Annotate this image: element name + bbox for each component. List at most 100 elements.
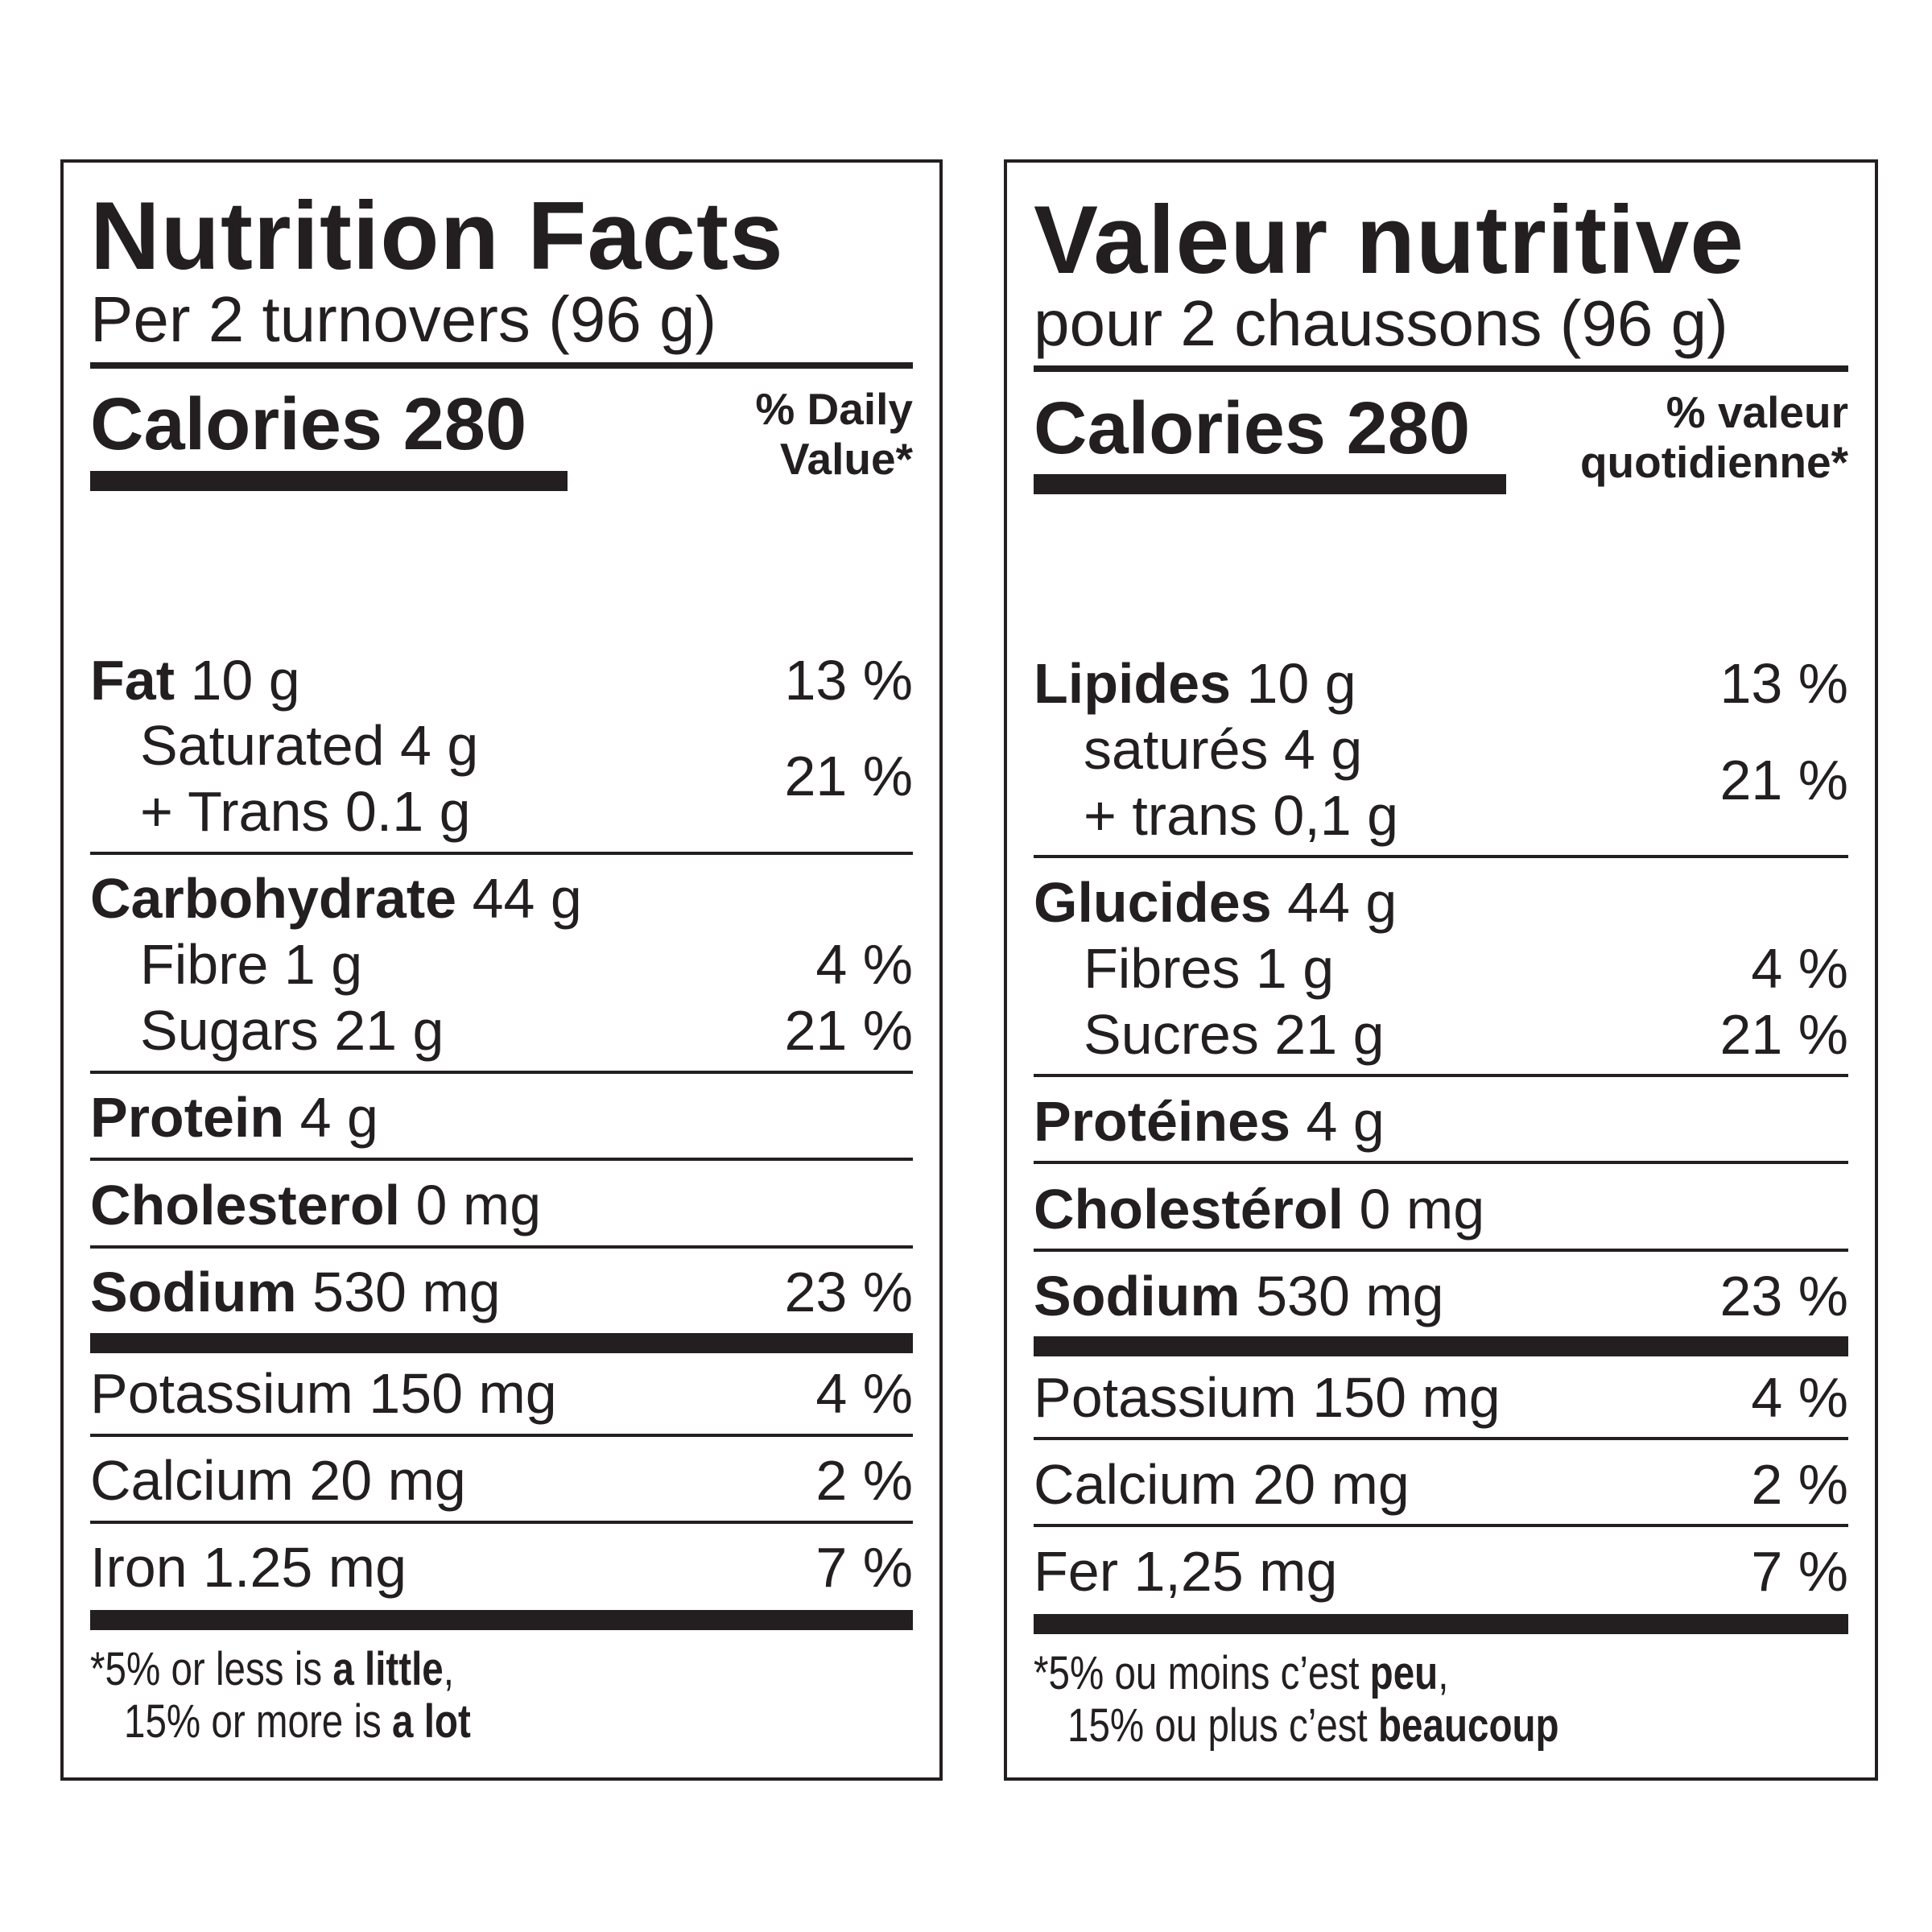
divider <box>1034 1524 1848 1527</box>
footnote-text: , <box>1438 1647 1449 1699</box>
daily-value-header-line2: Value* <box>779 434 913 484</box>
sat-trans-dv: 21 % <box>784 745 913 807</box>
sodium-dv: 23 % <box>1719 1265 1848 1327</box>
footnote-text: 15% ou plus c’est <box>1067 1699 1378 1752</box>
footnote-emphasis: beaucoup <box>1377 1699 1559 1752</box>
footnote-line-2: 15% ou plus c’est beaucoup <box>1067 1703 1559 1749</box>
footnote-line-1: *5% ou moins c’est peu, <box>1034 1650 1448 1697</box>
calories-underline <box>90 471 568 491</box>
divider <box>1034 365 1848 372</box>
divider <box>90 362 913 369</box>
fat-name: Fat <box>90 649 175 712</box>
divider <box>90 852 913 855</box>
potassium-label: Potassium 150 mg <box>90 1362 557 1425</box>
calories-underline <box>1034 474 1506 494</box>
iron-dv: 7 % <box>815 1536 913 1599</box>
divider-thick <box>90 1333 913 1353</box>
sodium-amount: 530 mg <box>1256 1265 1444 1327</box>
cholesterol-row: Cholesterol 0 mg <box>90 1177 541 1233</box>
fat-name: Lipides <box>1034 652 1232 715</box>
panel-content: Nutrition Facts Per 2 turnovers (96 g) C… <box>90 163 913 1777</box>
trans-fat: + Trans 0.1 g <box>140 780 471 843</box>
divider <box>90 1434 913 1437</box>
protein-name: Protéines <box>1034 1090 1290 1153</box>
sugars-label: Sugars 21 g <box>140 999 444 1062</box>
carbohydrate-amount: 44 g <box>472 867 582 930</box>
carbohydrate-name: Carbohydrate <box>90 867 457 930</box>
saturated-fat: Saturated 4 g <box>140 714 479 777</box>
divider <box>90 1071 913 1074</box>
calcium-dv: 2 % <box>815 1449 913 1512</box>
daily-value-header-line1: % valeur <box>1666 387 1848 437</box>
cholesterol-amount: 0 mg <box>415 1174 542 1236</box>
calcium-label: Calcium 20 mg <box>1034 1453 1410 1516</box>
daily-value-header: % Daily Value* <box>755 384 913 484</box>
footnote-line-2: 15% or more is a lot <box>124 1699 471 1745</box>
protein-name: Protein <box>90 1086 285 1149</box>
fat-amount: 10 g <box>190 649 300 712</box>
protein-row: Protéines 4 g <box>1034 1093 1385 1150</box>
calories-label: Calories 280 <box>90 383 527 465</box>
daily-value-header: % valeur quotidienne* <box>1580 387 1848 487</box>
footnote-emphasis: a lot <box>392 1695 471 1748</box>
footnote-text: *5% ou moins c’est <box>1034 1647 1370 1699</box>
sodium-name: Sodium <box>90 1261 297 1323</box>
carbohydrate-row: Carbohydrate 44 g <box>90 870 582 927</box>
divider <box>90 1245 913 1249</box>
fibre-dv: 4 % <box>1751 937 1848 1000</box>
fat-amount: 10 g <box>1246 652 1356 715</box>
panel-content: Valeur nutritive pour 2 chaussons (96 g)… <box>1034 163 1848 1777</box>
footnote-text: 15% or more is <box>124 1695 393 1748</box>
sugars-label: Sucres 21 g <box>1084 1003 1385 1066</box>
potassium-dv: 4 % <box>815 1362 913 1425</box>
cholesterol-name: Cholestérol <box>1034 1178 1344 1241</box>
potassium-dv: 4 % <box>1751 1366 1848 1429</box>
iron-label: Fer 1,25 mg <box>1034 1540 1338 1603</box>
footnote-text: *5% or less is <box>90 1643 333 1695</box>
fat-dv: 13 % <box>1719 652 1848 715</box>
cholesterol-name: Cholesterol <box>90 1174 401 1236</box>
sodium-amount: 530 mg <box>312 1261 501 1323</box>
footnote-emphasis: peu <box>1369 1647 1439 1699</box>
cholesterol-row: Cholestérol 0 mg <box>1034 1181 1484 1237</box>
calories-label: Calories 280 <box>1034 387 1471 469</box>
divider <box>1034 1074 1848 1077</box>
fibre-label: Fibre 1 g <box>140 933 363 996</box>
divider <box>1034 1161 1848 1164</box>
nutrition-facts-panel-french: Valeur nutritive pour 2 chaussons (96 g)… <box>1004 159 1878 1781</box>
fat-row: Lipides 10 g <box>1034 655 1356 712</box>
footnote-emphasis: a little <box>332 1643 444 1695</box>
daily-value-header-line2: quotidienne* <box>1579 437 1848 487</box>
sodium-dv: 23 % <box>784 1261 913 1323</box>
carbohydrate-row: Glucides 44 g <box>1034 874 1397 931</box>
calcium-dv: 2 % <box>1751 1453 1848 1516</box>
trans-fat: + trans 0,1 g <box>1084 784 1399 847</box>
calcium-label: Calcium 20 mg <box>90 1449 466 1512</box>
divider <box>1034 1249 1848 1252</box>
divider-thick <box>90 1610 913 1630</box>
divider <box>1034 1437 1848 1440</box>
saturated-fat: saturés 4 g <box>1084 718 1363 781</box>
sodium-row: Sodium 530 mg <box>90 1264 501 1320</box>
fat-row: Fat 10 g <box>90 652 300 708</box>
footnote-line-1: *5% or less is a little, <box>90 1646 454 1693</box>
divider <box>90 1158 913 1161</box>
iron-dv: 7 % <box>1751 1540 1848 1603</box>
fibre-label: Fibres 1 g <box>1084 937 1335 1000</box>
carbohydrate-name: Glucides <box>1034 871 1272 934</box>
sodium-row: Sodium 530 mg <box>1034 1268 1444 1324</box>
divider <box>1034 855 1848 858</box>
sat-trans-dv: 21 % <box>1719 749 1848 811</box>
divider-thick <box>1034 1614 1848 1634</box>
protein-amount: 4 g <box>1306 1090 1385 1153</box>
panel-title: Nutrition Facts <box>90 182 784 290</box>
fibre-dv: 4 % <box>815 933 913 996</box>
sugars-dv: 21 % <box>784 999 913 1062</box>
carbohydrate-amount: 44 g <box>1287 871 1397 934</box>
sugars-dv: 21 % <box>1719 1003 1848 1066</box>
footnote-text: , <box>443 1643 454 1695</box>
potassium-label: Potassium 150 mg <box>1034 1366 1501 1429</box>
fat-dv: 13 % <box>784 649 913 712</box>
iron-label: Iron 1.25 mg <box>90 1536 407 1599</box>
serving-size: Per 2 turnovers (96 g) <box>90 283 717 355</box>
